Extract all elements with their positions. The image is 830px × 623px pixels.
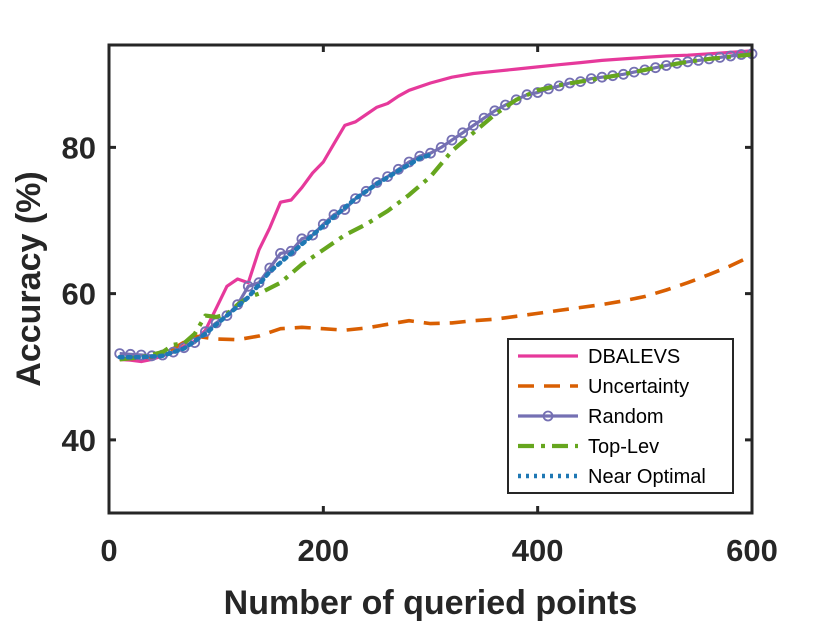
series-line-uncertainty [119, 253, 753, 362]
legend: DBALEVS Uncertainty Random Top-Lev Near Opti… [507, 338, 734, 494]
data-point [457, 127, 469, 139]
y-tick-label: 40 [62, 423, 96, 458]
series-layer [114, 48, 758, 364]
series-line-near-optimal [117, 152, 433, 360]
data-point [553, 80, 565, 92]
data-point [242, 280, 254, 292]
x-tick-label: 200 [297, 533, 349, 568]
data-point [521, 89, 533, 101]
x-tick-label: 600 [726, 533, 778, 568]
x-axis-title: Number of queried points [224, 584, 638, 622]
legend-item-random: Random [518, 406, 664, 428]
legend-label: Random [588, 406, 664, 428]
series-uncertainty [119, 253, 753, 362]
data-point [425, 147, 436, 159]
legend-item-near-optimal: Near Optimal [518, 466, 706, 488]
legend-item-top-lev: Top-Lev [518, 436, 659, 458]
y-tick-label: 80 [62, 130, 96, 165]
plot-frame [107, 43, 754, 515]
data-point [221, 310, 233, 322]
data-point [178, 342, 190, 354]
series-line-top-lev [119, 52, 753, 362]
y-tick-label: 60 [62, 277, 96, 312]
data-point [360, 185, 372, 197]
data-point [392, 163, 404, 175]
series-random [114, 48, 758, 362]
legend-item-dbalevs: DBALEVS [518, 346, 680, 368]
legend-item-uncertainty: Uncertainty [518, 376, 689, 398]
legend-marker [542, 410, 554, 422]
series-near-optimal [117, 152, 433, 360]
legend-label: Uncertainty [588, 376, 689, 398]
legend-label: Near Optimal [588, 466, 706, 488]
data-point [446, 134, 458, 146]
legend-label: Top-Lev [588, 436, 659, 458]
data-point [725, 50, 736, 62]
data-point [307, 229, 319, 241]
x-tick-label: 400 [512, 533, 564, 568]
data-point [275, 247, 286, 259]
data-point [532, 87, 544, 98]
legend-label: DBALEVS [588, 346, 680, 368]
data-point [467, 120, 479, 131]
x-tick-label: 0 [100, 533, 117, 568]
y-axis-title: Accuracy (%) [10, 171, 48, 386]
data-point [435, 141, 447, 153]
data-point [350, 193, 361, 205]
series-top-lev [119, 52, 753, 362]
ticks-layer: 0 200 400 600 40 60 80 [62, 45, 778, 568]
